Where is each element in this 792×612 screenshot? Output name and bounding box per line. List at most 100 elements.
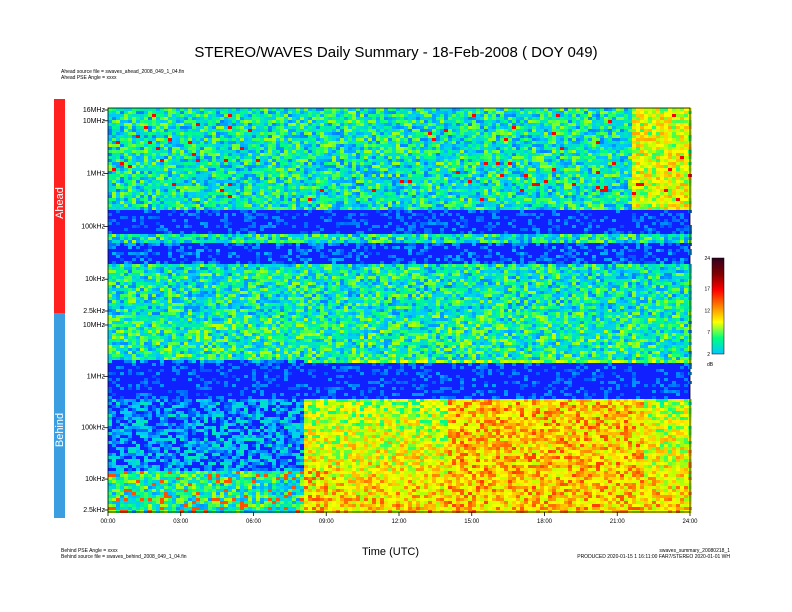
heatmap-cell [120, 156, 124, 159]
heatmap-cell [460, 135, 464, 138]
heatmap-cell [392, 177, 396, 180]
heatmap-cell [516, 147, 520, 150]
heatmap-cell [204, 111, 208, 114]
heatmap-cell [556, 204, 560, 207]
heatmap-cell [328, 180, 332, 183]
heatmap-cell [116, 126, 120, 129]
heatmap-cell [108, 153, 112, 156]
heatmap-cell [672, 192, 676, 195]
heatmap-cell [600, 192, 604, 195]
heatmap-cell [408, 150, 412, 153]
heatmap-cell [448, 138, 452, 141]
heatmap-cell [184, 165, 188, 168]
heatmap-cell [124, 177, 128, 180]
heatmap-cell [132, 147, 136, 150]
heatmap-cell [416, 120, 420, 123]
heatmap-cell [204, 171, 208, 174]
heatmap-cell [424, 192, 428, 195]
heatmap-cell [556, 135, 560, 138]
heatmap-cell [548, 108, 552, 111]
heatmap-cell [268, 186, 272, 189]
heatmap-cell [352, 183, 356, 186]
heatmap-cell [648, 144, 652, 147]
heatmap-cell [608, 114, 612, 117]
heatmap-cell [512, 117, 516, 120]
heatmap-cell [560, 174, 564, 177]
heatmap-cell [512, 129, 516, 132]
heatmap-cell [536, 114, 540, 117]
heatmap-cell [212, 156, 216, 159]
heatmap-cell [416, 111, 420, 114]
heatmap-cell [196, 117, 200, 120]
heatmap-cell [208, 126, 212, 129]
heatmap-cell [496, 144, 500, 147]
heatmap-cell [592, 135, 596, 138]
heatmap-cell [432, 111, 436, 114]
heatmap-cell [140, 114, 144, 117]
heatmap-cell [120, 174, 124, 177]
heatmap-cell [368, 111, 372, 114]
heatmap-cell [592, 144, 596, 147]
heatmap-cell [628, 141, 632, 144]
heatmap-cell [640, 186, 644, 189]
heatmap-cell [300, 180, 304, 183]
heatmap-cell [536, 132, 540, 135]
heatmap-cell [512, 135, 516, 138]
heatmap-cell [504, 159, 508, 162]
heatmap-cell [552, 117, 556, 120]
heatmap-cell [612, 132, 616, 135]
heatmap-cell [280, 144, 284, 147]
heatmap-cell [404, 177, 408, 180]
heatmap-cell [240, 195, 244, 198]
heatmap-cell [188, 141, 192, 144]
heatmap-cell [320, 207, 324, 210]
heatmap-cell [116, 180, 120, 183]
heatmap-cell [268, 117, 272, 120]
heatmap-cell [604, 117, 608, 120]
heatmap-cell [452, 168, 456, 171]
heatmap-cell [484, 168, 488, 171]
heatmap-cell [516, 153, 520, 156]
heatmap-cell [584, 189, 588, 192]
heatmap-cell [420, 171, 424, 174]
heatmap-cell [280, 150, 284, 153]
heatmap-cell [656, 129, 660, 132]
heatmap-cell [176, 201, 180, 204]
heatmap-cell [120, 117, 124, 120]
heatmap-cell [336, 111, 340, 114]
heatmap-cell [360, 156, 364, 159]
heatmap-cell [372, 168, 376, 171]
heatmap-cell [424, 168, 428, 171]
heatmap-cell [304, 123, 308, 126]
heatmap-cell [680, 147, 684, 150]
heatmap-cell [116, 204, 120, 207]
heatmap-cell [212, 153, 216, 156]
heatmap-cell [180, 120, 184, 123]
heatmap-cell [112, 156, 116, 159]
heatmap-cell [128, 183, 132, 186]
heatmap-cell [672, 174, 676, 177]
heatmap-cell [236, 150, 240, 153]
heatmap-cell [152, 171, 156, 174]
heatmap-cell [584, 159, 588, 162]
heatmap-cell [148, 189, 152, 192]
heatmap-cell [228, 141, 232, 144]
heatmap-cell [516, 180, 520, 183]
heatmap-cell [648, 171, 652, 174]
heatmap-cell [664, 192, 668, 195]
heatmap-cell [168, 192, 172, 195]
heatmap-cell [140, 159, 144, 162]
heatmap-cell [276, 171, 280, 174]
heatmap-cell [508, 111, 512, 114]
heatmap-cell [148, 198, 152, 201]
heatmap-cell [192, 135, 196, 138]
heatmap-cell [220, 168, 224, 171]
heatmap-cell [504, 141, 508, 144]
heatmap-cell [372, 159, 376, 162]
heatmap-cell [312, 120, 316, 123]
heatmap-cell [176, 144, 180, 147]
heatmap-cell [208, 162, 212, 165]
heatmap-cell [616, 174, 620, 177]
heatmap-cell [408, 159, 412, 162]
heatmap-cell [356, 192, 360, 195]
